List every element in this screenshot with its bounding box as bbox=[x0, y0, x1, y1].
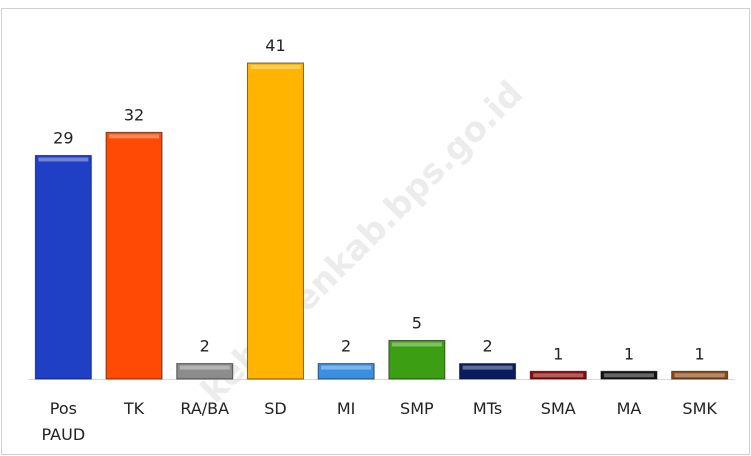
x-tick-label: MA bbox=[616, 399, 642, 418]
bar bbox=[105, 131, 163, 380]
bar bbox=[34, 154, 92, 380]
x-tick-label: TK bbox=[123, 399, 145, 418]
x-tick-label: SD bbox=[264, 399, 287, 418]
bar bbox=[529, 370, 587, 380]
data-label: 29 bbox=[53, 128, 73, 147]
data-label: 2 bbox=[482, 337, 492, 356]
x-tick-label: MTs bbox=[472, 399, 503, 418]
data-label: 2 bbox=[341, 337, 351, 356]
bar-highlight bbox=[603, 373, 654, 378]
bar-highlight bbox=[109, 134, 160, 139]
bar-highlight bbox=[674, 373, 725, 378]
x-tick-label: SMA bbox=[540, 399, 576, 418]
data-label: 2 bbox=[200, 337, 210, 356]
data-label: 5 bbox=[412, 313, 422, 332]
data-label: 41 bbox=[265, 36, 285, 55]
data-label: 1 bbox=[695, 344, 705, 363]
x-tick-label: Pos PAUD bbox=[41, 399, 86, 444]
bar-highlight bbox=[250, 65, 301, 69]
x-tick-label: MI bbox=[336, 399, 356, 418]
bar bbox=[600, 370, 658, 380]
bar bbox=[388, 339, 446, 380]
bar-highlight bbox=[391, 342, 442, 347]
bar-highlight bbox=[38, 157, 89, 162]
bar-highlight bbox=[321, 365, 372, 370]
bar bbox=[246, 62, 304, 380]
bar bbox=[459, 363, 517, 380]
bar bbox=[317, 363, 375, 380]
x-tick-label: SMK bbox=[682, 399, 717, 418]
bar-highlight bbox=[179, 365, 230, 370]
data-label: 1 bbox=[624, 344, 634, 363]
bar-highlight bbox=[462, 365, 513, 370]
x-tick-label: RA/BA bbox=[180, 399, 230, 418]
bar bbox=[671, 370, 729, 380]
data-label: 32 bbox=[124, 105, 144, 124]
x-tick-label: SMP bbox=[400, 399, 434, 418]
bar-highlight bbox=[533, 373, 584, 378]
bar bbox=[176, 363, 234, 380]
data-label: 1 bbox=[553, 344, 563, 363]
